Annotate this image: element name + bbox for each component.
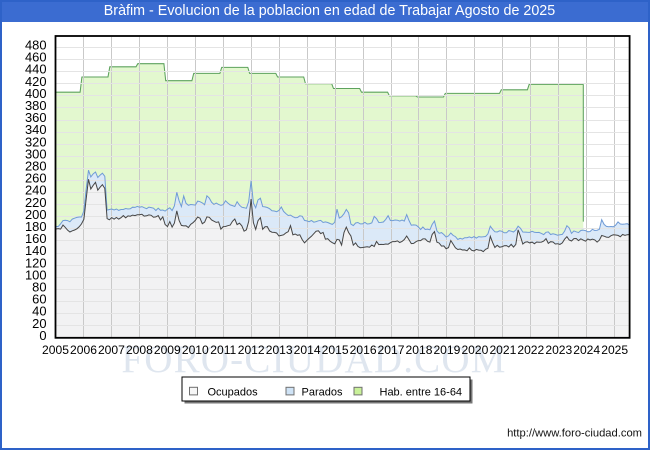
svg-text:220: 220 [25,195,47,210]
svg-text:20: 20 [32,316,46,331]
svg-text:2016: 2016 [350,343,377,357]
svg-text:2015: 2015 [322,343,349,357]
svg-text:60: 60 [32,292,46,307]
svg-text:http://www.foro-ciudad.com: http://www.foro-ciudad.com [507,428,642,440]
svg-text:280: 280 [25,159,47,174]
svg-text:80: 80 [32,280,46,295]
svg-text:2025: 2025 [601,343,628,357]
svg-text:2008: 2008 [126,343,153,357]
svg-text:2017: 2017 [378,343,405,357]
svg-text:2006: 2006 [70,343,97,357]
svg-text:400: 400 [25,86,47,101]
svg-text:2022: 2022 [517,343,544,357]
svg-text:100: 100 [25,267,47,282]
svg-text:Ocupados: Ocupados [208,386,259,398]
svg-text:140: 140 [25,243,47,258]
svg-text:320: 320 [25,134,47,149]
svg-text:2019: 2019 [433,343,460,357]
svg-text:2013: 2013 [266,343,293,357]
svg-text:200: 200 [25,207,47,222]
svg-text:260: 260 [25,171,47,186]
svg-text:2023: 2023 [545,343,572,357]
svg-text:2014: 2014 [294,343,321,357]
svg-text:2010: 2010 [182,343,209,357]
svg-text:360: 360 [25,110,47,125]
svg-text:2024: 2024 [573,343,600,357]
svg-text:380: 380 [25,98,47,113]
svg-text:340: 340 [25,122,47,137]
svg-text:240: 240 [25,183,47,198]
svg-text:420: 420 [25,74,47,89]
svg-text:440: 440 [25,62,47,77]
svg-text:2020: 2020 [461,343,488,357]
svg-text:300: 300 [25,146,47,161]
svg-text:2018: 2018 [406,343,433,357]
svg-text:40: 40 [32,304,46,319]
svg-text:120: 120 [25,255,47,270]
svg-text:160: 160 [25,231,47,246]
svg-text:480: 480 [25,38,47,53]
svg-text:Parados: Parados [302,386,343,398]
svg-text:2011: 2011 [210,343,236,357]
svg-text:2021: 2021 [489,343,516,357]
svg-text:2005: 2005 [42,343,69,357]
svg-text:460: 460 [25,50,47,65]
svg-text:FORO-CIUDAD.COM: FORO-CIUDAD.COM [121,338,506,381]
svg-text:0: 0 [39,328,46,343]
svg-text:2012: 2012 [238,343,265,357]
svg-text:2007: 2007 [98,343,125,357]
svg-text:2009: 2009 [154,343,181,357]
svg-text:180: 180 [25,219,47,234]
svg-text:Hab. entre 16-64: Hab. entre 16-64 [380,386,463,398]
